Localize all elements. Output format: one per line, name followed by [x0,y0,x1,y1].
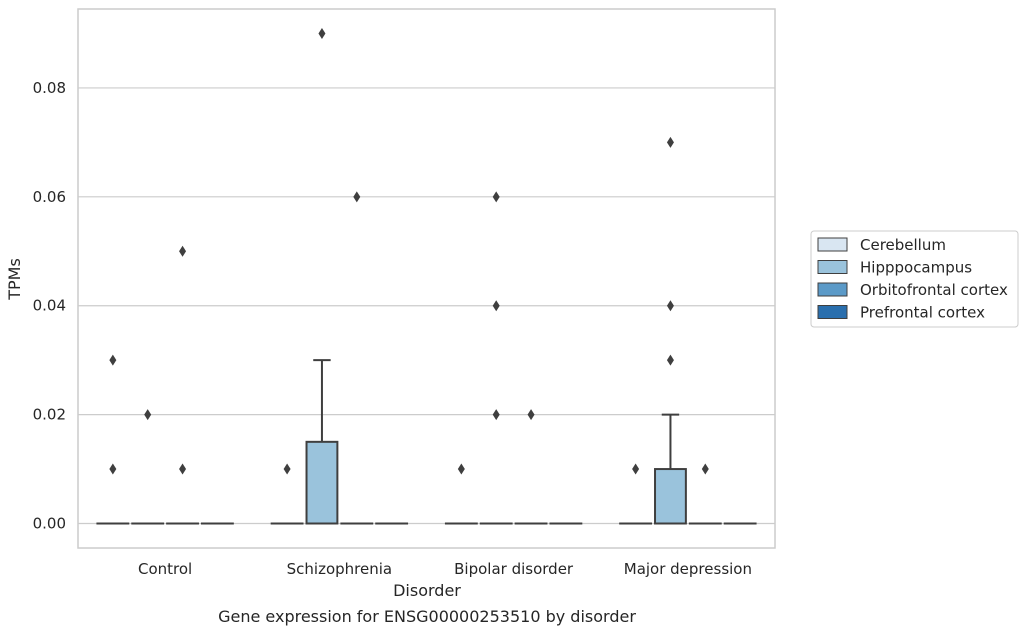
outlier-point [318,28,326,39]
box-0-1 [131,409,165,525]
box-3-2 [688,463,722,525]
x-tick-labels: Control Schizophrenia Bipolar disorder Majo… [138,560,752,578]
outlier-point [179,245,187,257]
box-2-1 [479,191,513,525]
box-body [305,440,339,525]
boxes-layer [96,28,757,525]
outlier-point [492,300,500,312]
box-1-2 [340,191,374,525]
outlier-point [666,300,674,312]
box-3-1 [654,136,687,525]
box-3-0 [619,463,653,525]
x-tick-label: Bipolar disorder [454,560,574,578]
y-axis-label: TPMs [5,258,24,301]
legend-label: Hipppocampus [860,259,972,277]
legend: Cerebellum Hipppocampus Orbitofrontal cort… [810,230,1019,328]
y-tick-label: 0.00 [33,515,66,533]
x-tick-label: Major depression [624,560,752,578]
outlier-point [492,409,500,421]
outlier-point [666,354,674,366]
box-2-0 [444,463,478,525]
outlier-point [632,463,640,475]
x-tick-label: Control [138,560,192,578]
legend-items: Cerebellum Hipppocampus Orbitofrontal cort… [817,236,1008,322]
y-tick-label: 0.04 [33,297,66,315]
legend-label: Cerebellum [860,236,946,254]
box-1-0 [270,463,304,525]
y-tick-label: 0.06 [33,188,66,206]
outlier-point [179,463,187,475]
legend-label: Prefrontal cortex [860,304,985,322]
legend-swatch [817,260,848,274]
legend-frame [810,230,1019,328]
chart-caption: Gene expression for ENSG00000253510 by d… [218,607,636,626]
outlier-point [492,191,500,203]
box-0-0 [96,354,130,525]
legend-swatch [817,237,848,252]
legend-swatch [817,305,848,319]
box-body [654,468,687,525]
legend-label: Orbitofrontal cortex [860,281,1008,299]
y-tick-label: 0.02 [33,406,66,424]
outlier-point [109,463,117,475]
box-0-2 [166,245,199,525]
outlier-point [527,409,535,421]
outlier-point [109,354,117,366]
y-tick-labels: 0.00 0.02 0.04 0.06 0.08 [33,79,66,533]
outlier-point [144,409,152,421]
outlier-point [701,463,709,475]
x-axis-label: Disorder [393,581,461,600]
outlier-point [283,463,291,475]
outlier-point [353,191,361,203]
outlier-point [457,463,465,475]
plot-area-frame [77,8,776,549]
legend-swatch [817,282,848,297]
box-2-2 [514,409,548,525]
x-tick-label: Schizophrenia [287,560,392,578]
y-tick-label: 0.08 [33,79,66,97]
box-1-1 [305,28,339,525]
outlier-point [666,136,674,148]
